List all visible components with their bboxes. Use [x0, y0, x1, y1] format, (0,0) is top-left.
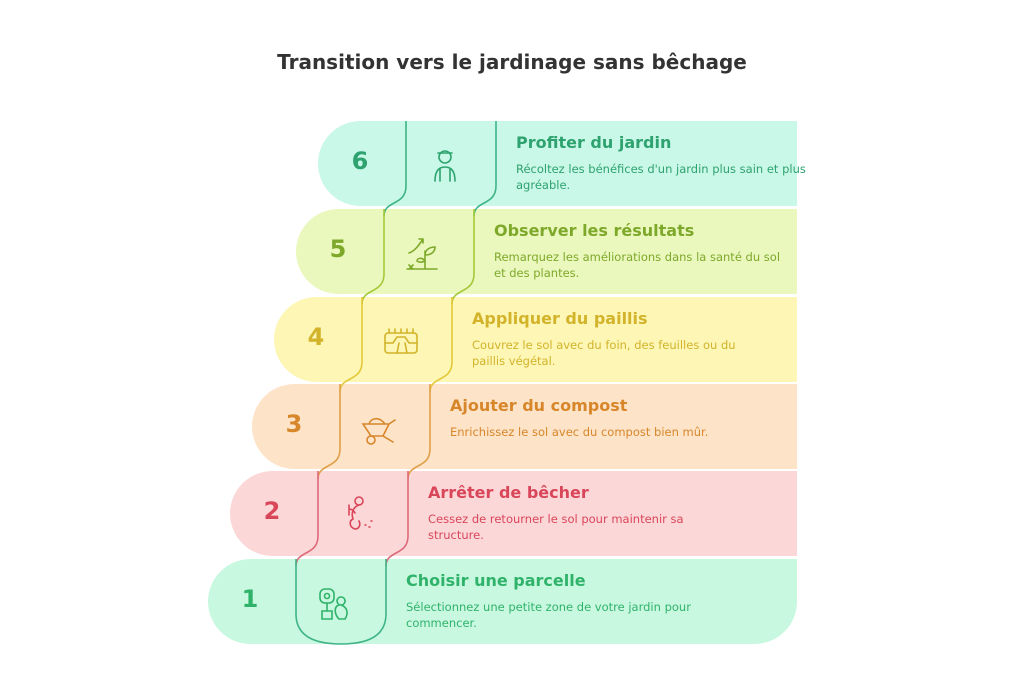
step-number: 3 [285, 410, 303, 438]
step-description: Couvrez le sol avec du foin, des feuille… [472, 338, 736, 368]
step-number: 2 [263, 497, 281, 525]
step-description: Récoltez les bénéfices d'un jardin plus … [516, 162, 806, 192]
step-heading: Observer les résultats [494, 221, 695, 240]
flower-person-icon [319, 588, 348, 620]
step-description: Sélectionnez une petite zone de votre ja… [406, 600, 691, 630]
step-3: 3 Ajouter du compost Enrichissez le sol … [252, 384, 797, 469]
gardener-icon [434, 150, 456, 182]
step-description: Enrichissez le sol avec du compost bien … [450, 425, 709, 439]
step-6: 6 Profiter du jardin Récoltez les bénéfi… [318, 121, 806, 206]
step-number: 5 [329, 235, 347, 263]
step-1: 1 Choisir une parcelle Sélectionnez une … [208, 559, 797, 644]
step-number: 6 [351, 147, 369, 175]
step-heading: Appliquer du paillis [472, 309, 648, 328]
step-heading: Choisir une parcelle [406, 571, 586, 590]
page-title: Transition vers le jardinage sans bêchag… [277, 50, 747, 74]
plant-growth-icon [406, 238, 438, 270]
step-description: Cessez de retourner le sol pour mainteni… [428, 512, 684, 542]
step-heading: Profiter du jardin [516, 133, 672, 152]
digging-person-icon [348, 496, 373, 530]
step-number: 4 [307, 323, 325, 351]
step-heading: Arrêter de bêcher [428, 483, 589, 502]
step-heading: Ajouter du compost [450, 396, 628, 415]
wheelbarrow-icon [361, 417, 396, 445]
mulch-icon [384, 328, 418, 354]
step-2: 2 Arrêter de bêcher Cessez de retourner … [230, 471, 797, 556]
step-5: 5 Observer les résultats Remarquez les a… [296, 209, 797, 294]
step-description: Remarquez les améliorations dans la sant… [494, 250, 781, 280]
step-4: 4 Appliquer du paillis Couvrez le sol av… [274, 297, 797, 382]
step-number: 1 [241, 585, 259, 613]
